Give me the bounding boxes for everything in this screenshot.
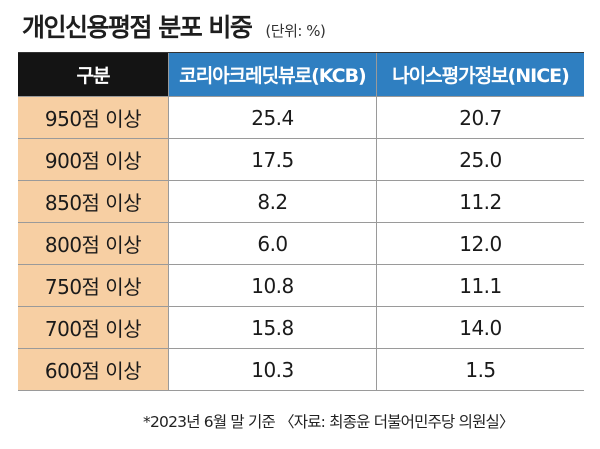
row-label: 750점 이상 — [18, 265, 168, 307]
footnote: *2023년 6월 말 기준 〈자료: 최종윤 더불어민주당 의원실〉 — [143, 413, 515, 431]
row-label: 900점 이상 — [18, 139, 168, 181]
kcb-value: 10.8 — [168, 265, 376, 307]
kcb-value: 8.2 — [168, 181, 376, 223]
unit-label: (단위: %) — [265, 22, 326, 40]
nice-value: 12.0 — [376, 223, 584, 265]
row-label: 950점 이상 — [18, 97, 168, 139]
header-category: 구분 — [18, 53, 168, 97]
row-label: 700점 이상 — [18, 307, 168, 349]
chart-title: 개인신용평점 분포 비중 — [22, 13, 253, 42]
nice-value: 20.7 — [376, 97, 584, 139]
row-label: 850점 이상 — [18, 181, 168, 223]
nice-value: 11.2 — [376, 181, 584, 223]
kcb-value: 17.5 — [168, 139, 376, 181]
credit-score-table: 구분 코리아크레딧뷰로(KCB) 나이스평가정보(NICE) 950점 이상 25… — [18, 52, 584, 391]
kcb-value: 25.4 — [168, 97, 376, 139]
nice-value: 1.5 — [376, 349, 584, 391]
header-nice: 나이스평가정보(NICE) — [376, 53, 584, 97]
kcb-value: 10.3 — [168, 349, 376, 391]
row-label: 600점 이상 — [18, 349, 168, 391]
kcb-value: 6.0 — [168, 223, 376, 265]
kcb-value: 15.8 — [168, 307, 376, 349]
row-label: 800점 이상 — [18, 223, 168, 265]
nice-value: 14.0 — [376, 307, 584, 349]
nice-value: 11.1 — [376, 265, 584, 307]
nice-value: 25.0 — [376, 139, 584, 181]
header-kcb: 코리아크레딧뷰로(KCB) — [168, 53, 376, 97]
title-row: 개인신용평점 분포 비중 (단위: %) — [22, 8, 582, 48]
